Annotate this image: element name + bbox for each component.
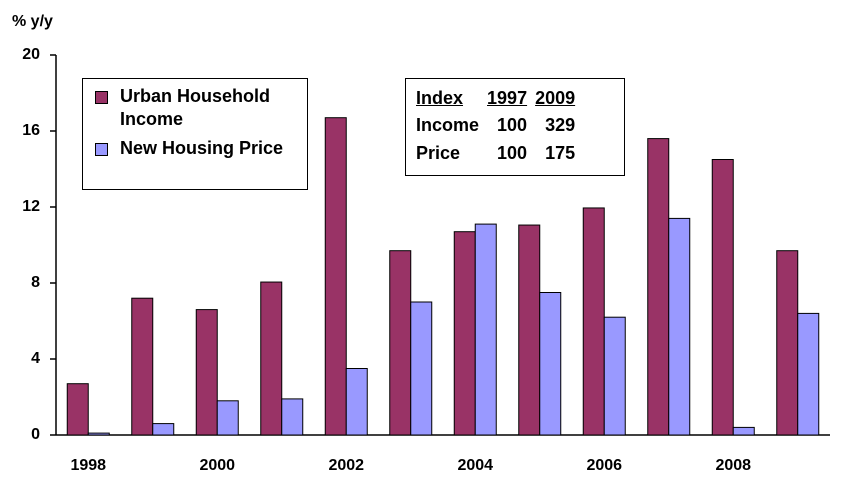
legend-entry: Urban Household Income xyxy=(91,85,299,131)
y-axis-title: % y/y xyxy=(12,13,53,30)
bar xyxy=(345,368,368,436)
bar xyxy=(474,223,497,436)
bar xyxy=(518,224,541,436)
bar xyxy=(647,138,670,436)
bar xyxy=(66,383,89,436)
y-tick-label: 16 xyxy=(22,122,40,139)
bar xyxy=(603,316,626,436)
cell: Price xyxy=(416,143,461,163)
y-tick-label: 4 xyxy=(31,350,40,367)
y-tick-label: 0 xyxy=(31,426,40,443)
cell: 175 xyxy=(545,143,576,163)
legend-label: Urban Household Income xyxy=(120,86,271,129)
legend-swatch xyxy=(95,91,108,104)
bar xyxy=(668,217,691,436)
x-tick-label: 2008 xyxy=(715,457,751,474)
legend-entry: New Housing Price xyxy=(91,137,299,160)
bar xyxy=(410,301,433,436)
cell: 329 xyxy=(545,115,576,135)
table-header: Index 1997 2009 xyxy=(412,85,579,111)
x-tick-label: 2006 xyxy=(586,457,622,474)
bar xyxy=(281,398,304,436)
bar xyxy=(582,207,605,436)
y-tick-label: 12 xyxy=(22,198,40,215)
bar xyxy=(389,250,412,436)
x-tick-label: 1998 xyxy=(70,457,106,474)
table-row: Price 100 175 xyxy=(412,139,579,167)
y-tick-label: 20 xyxy=(22,46,40,63)
cell: 100 xyxy=(497,115,528,135)
table-row: Income 100 329 xyxy=(412,111,579,139)
bar xyxy=(195,309,218,436)
legend-label: New Housing Price xyxy=(120,138,284,158)
bar xyxy=(776,250,799,436)
legend: Urban Household Income New Housing Price xyxy=(82,78,308,190)
x-tick-label: 2002 xyxy=(328,457,364,474)
bar xyxy=(453,231,476,436)
inset-table: Index 1997 2009 Income 100 329 Price 100… xyxy=(405,78,625,176)
legend-swatch xyxy=(95,143,108,156)
cell: Income xyxy=(416,115,480,135)
bar xyxy=(216,400,239,436)
bar xyxy=(711,159,734,436)
bar xyxy=(539,292,562,436)
header-cell: 2009 xyxy=(535,88,576,108)
bar xyxy=(732,426,755,436)
table: Index 1997 2009 Income 100 329 Price 100… xyxy=(412,85,579,167)
bar xyxy=(797,312,820,436)
cell: 100 xyxy=(497,143,528,163)
x-tick-label: 2004 xyxy=(457,457,493,474)
bar xyxy=(260,281,283,436)
x-tick-label: 2000 xyxy=(199,457,235,474)
bar xyxy=(87,432,110,436)
y-tick-label: 8 xyxy=(31,274,40,291)
header-cell: 1997 xyxy=(487,88,528,108)
bar xyxy=(152,423,175,436)
header-cell: Index xyxy=(416,88,464,108)
bar xyxy=(131,297,154,436)
bar xyxy=(324,117,347,436)
